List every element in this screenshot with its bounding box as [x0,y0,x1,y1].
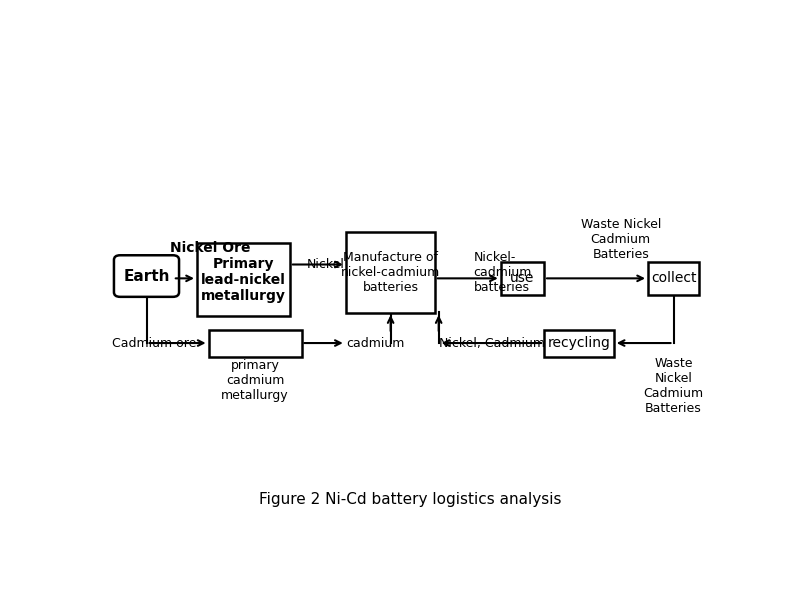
Text: use: use [510,271,534,286]
FancyBboxPatch shape [114,255,179,297]
Text: Nickel-
cadmium
batteries: Nickel- cadmium batteries [474,251,532,293]
Bar [544,329,614,356]
Bar [197,244,290,316]
Text: Nickel, Cadmium: Nickel, Cadmium [438,337,545,350]
Text: Figure 2 Ni-Cd battery logistics analysis: Figure 2 Ni-Cd battery logistics analysi… [258,492,562,507]
Bar [648,262,698,295]
Text: Nickel Ore: Nickel Ore [170,241,250,254]
Text: Manufacture of
nickel-cadmium
batteries: Manufacture of nickel-cadmium batteries [341,251,440,293]
Text: primary
cadmium
metallurgy: primary cadmium metallurgy [221,359,289,402]
Text: Waste Nickel
Cadmium
Batteries: Waste Nickel Cadmium Batteries [581,218,661,262]
Bar [209,329,302,356]
Text: Cadmium ore: Cadmium ore [112,337,196,350]
Text: Earth: Earth [123,269,170,284]
Text: collect: collect [650,271,696,286]
Text: Primary
lead-nickel
metallurgy: Primary lead-nickel metallurgy [201,257,286,303]
Text: Waste
Nickel
Cadmium
Batteries: Waste Nickel Cadmium Batteries [643,357,703,415]
Bar [346,232,435,313]
Bar [501,262,544,295]
Text: Nickel: Nickel [307,258,345,271]
Text: cadmium: cadmium [346,337,405,350]
Text: recycling: recycling [547,336,610,350]
